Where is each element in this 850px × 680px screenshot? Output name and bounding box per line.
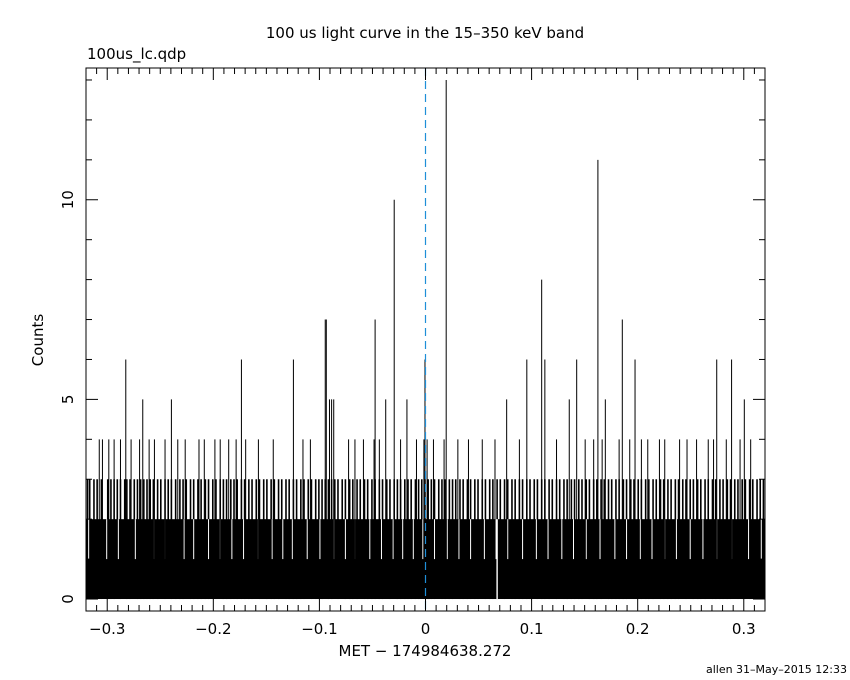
x-tick-label: 0.2 xyxy=(626,620,650,638)
chart-subtitle: 100us_lc.qdp xyxy=(87,45,186,64)
y-tick-label: 10 xyxy=(59,190,77,209)
y-tick-label: 5 xyxy=(59,395,77,405)
x-tick-label: 0.3 xyxy=(732,620,756,638)
x-tick-label: 0.1 xyxy=(520,620,544,638)
count-bars xyxy=(86,79,765,600)
x-tick-label: 0 xyxy=(421,620,431,638)
y-axis-label: Counts xyxy=(29,314,47,367)
x-tick-label: −0.1 xyxy=(301,620,337,638)
chart-title: 100 us light curve in the 15–350 keV ban… xyxy=(266,24,584,42)
x-tick-label: −0.2 xyxy=(195,620,231,638)
axes: −0.3 −0.2 −0.1 0 0.1 0.2 0.3 0 5 10 xyxy=(59,68,766,638)
x-axis-label: MET − 174984638.272 xyxy=(339,642,512,660)
x-tick-label: −0.3 xyxy=(89,620,125,638)
y-tick-label: 0 xyxy=(59,594,77,604)
footer-stamp: allen 31–May–2015 12:33 xyxy=(706,663,847,676)
